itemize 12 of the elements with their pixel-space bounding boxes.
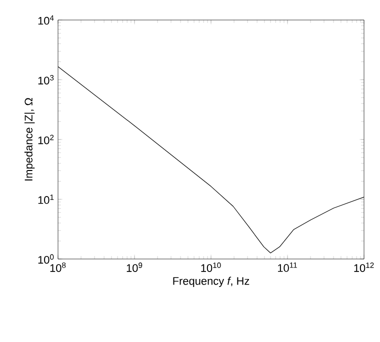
x-axis-title: Frequency f, Hz <box>173 276 250 287</box>
y-tick-label: 10$^{3}$ <box>38 75 54 84</box>
x-tick-label: 10$^{9}$ <box>126 262 142 272</box>
y-axis-title: Impedance |Z|, Ω <box>24 98 35 180</box>
x-tick-label: 10$^{8}$ <box>50 262 66 272</box>
y-tick-label: 10$^{1}$ <box>38 194 54 204</box>
x-tick-label: 10$^{10}$ <box>201 262 221 272</box>
x-tick-label: 10$^{12}$ <box>354 262 374 272</box>
x-tick-label: 10$^{11}$ <box>278 262 297 272</box>
y-tick-label: 10$^{4}$ <box>38 15 54 25</box>
y-tick-label: 10$^{0}$ <box>38 254 54 264</box>
y-tick-label: 10$^{2}$ <box>38 134 54 144</box>
